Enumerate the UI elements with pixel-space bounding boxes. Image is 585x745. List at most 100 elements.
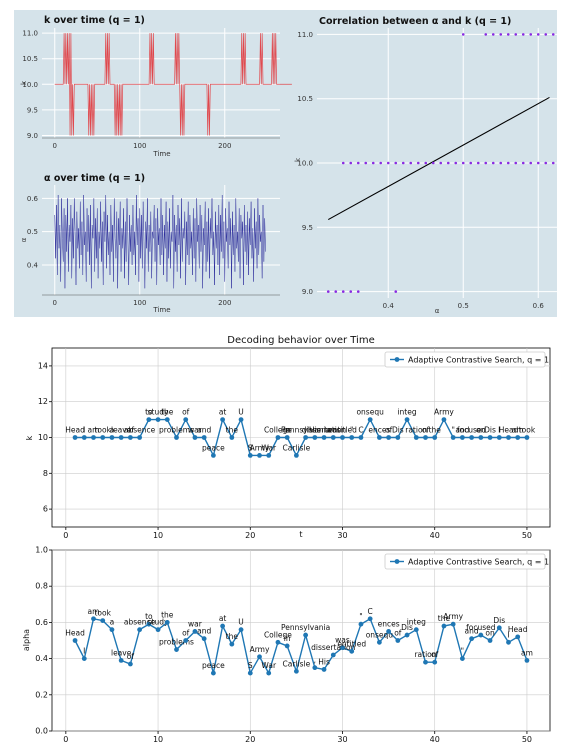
- alpha_decoding-word-label: ,: [314, 656, 316, 665]
- corr-point: [334, 290, 338, 293]
- alpha_time-ytick-label: 0.5: [27, 228, 38, 236]
- alpha_decoding-word-label: on: [485, 629, 495, 638]
- corr-point: [454, 161, 458, 165]
- k_decoding-word-label: Pennsylvania: [281, 426, 330, 435]
- alpha_decoding-point: [386, 629, 392, 634]
- corr-ytick-label: 9.5: [302, 224, 313, 232]
- alpha_decoding-frame: [51, 549, 551, 732]
- alpha_decoding-point: [459, 656, 465, 661]
- alpha_decoding-point: [367, 616, 373, 622]
- k_decoding-word-label: ": [451, 426, 454, 435]
- k_decoding-point: [349, 435, 355, 440]
- alpha_decoding-word-label: Dis: [493, 616, 505, 625]
- alpha_decoding-word-label: U: [238, 618, 244, 627]
- alpha_decoding-word-label: a: [110, 618, 115, 627]
- k_decoding-word-label: the: [161, 408, 174, 417]
- alpha_decoding-point: [100, 618, 106, 623]
- k-time-xlabel: Time: [152, 150, 170, 158]
- k_decoding-xtick-label: 10: [153, 531, 163, 540]
- alpha_decoding-point: [358, 621, 364, 627]
- k_decoding-point: [164, 417, 170, 422]
- k_decoding-point: [192, 435, 198, 440]
- corr-point: [379, 161, 383, 165]
- k_decoding-point: [386, 435, 392, 440]
- k_time-ytick-label: 9.0: [27, 132, 38, 140]
- k_time-ytick-label: 9.5: [27, 106, 38, 114]
- alpha_decoding-word-label: ": [359, 612, 362, 621]
- k_decoding-word-label: ration: [405, 426, 427, 435]
- corr-xtick-label: 0.6: [533, 302, 545, 310]
- corr-fit-line: [327, 96, 550, 221]
- k_decoding-point: [423, 435, 428, 440]
- k_decoding-point: [257, 453, 262, 458]
- k_decoding-point: [413, 435, 419, 440]
- alpha_decoding-word-label: S: [248, 661, 253, 670]
- k_decoding-word-label: in: [284, 426, 291, 435]
- corr-point: [424, 161, 428, 165]
- k_decoding-word-label: Carlisle: [283, 443, 311, 452]
- k_decoding-word-label: Army: [250, 443, 270, 452]
- alpha_decoding-xtick-label: 30: [337, 735, 347, 744]
- alpha_decoding-ytick-label: 0.4: [35, 654, 48, 663]
- corr-point: [326, 290, 330, 293]
- alpha_decoding-word-label: focused: [466, 623, 496, 632]
- alpha_decoding-word-label: am: [521, 648, 533, 657]
- alpha_decoding-word-label: College: [264, 630, 292, 639]
- k_decoding-point: [312, 435, 318, 440]
- corr-point: [536, 33, 540, 36]
- k_decoding-point: [340, 435, 345, 440]
- alpha_decoding-word-label: Pennsylvania: [281, 623, 330, 632]
- k_decoding-point: [238, 417, 244, 422]
- alpha_decoding-word-label: I: [83, 647, 85, 656]
- alpha_decoding-word-label: dissertation: [311, 643, 356, 652]
- corr-ytick-label: 10.0: [297, 160, 313, 168]
- k_decoding-word-label: of: [385, 426, 393, 435]
- corr-point: [356, 161, 360, 165]
- k_decoding-point: [127, 435, 133, 440]
- alpha_decoding-ytick-label: 1.0: [35, 546, 48, 555]
- k_decoding-point: [81, 435, 87, 440]
- alpha_time-ytick-label: 0.4: [27, 262, 39, 270]
- corr-point: [401, 161, 405, 165]
- alpha_decoding-point: [257, 654, 262, 660]
- k_decoding-point: [459, 435, 465, 440]
- alpha_decoding-word-label: of: [431, 650, 439, 659]
- alpha_decoding-word-label: the: [226, 632, 239, 641]
- alpha_decoding-word-label: leave: [111, 648, 132, 657]
- decoding-title: Decoding behavior over Time: [227, 335, 374, 346]
- k_decoding-word-label: leave: [111, 426, 132, 435]
- alpha_decoding-word-label: of: [182, 629, 190, 638]
- k_decoding-word-label: entitled: [328, 426, 357, 435]
- alpha_decoding-point: [413, 627, 419, 633]
- alpha_decoding-point: [275, 639, 281, 645]
- alpha_decoding-word-label: at: [219, 614, 227, 623]
- k_decoding-word-label: Dis: [484, 426, 496, 435]
- alpha_time-xtick-label: 200: [218, 299, 231, 307]
- corr-xtick-label: 0.4: [383, 302, 395, 310]
- alpha_decoding-point: [210, 670, 216, 676]
- alpha_decoding-point: [478, 632, 484, 638]
- k_decoding-point: [496, 435, 502, 440]
- alpha_decoding-point: [515, 634, 521, 640]
- alpha_decoding-point: [174, 647, 179, 652]
- alpha_time-series-line: [54, 194, 266, 289]
- k_decoding-word-label: ": [350, 426, 353, 435]
- k_decoding-word-label: peace: [202, 443, 225, 452]
- k_decoding-point: [404, 417, 410, 422]
- alpha_decoding-point: [127, 661, 133, 667]
- k_decoding-point: [109, 435, 115, 440]
- alpha_decoding-word-label: ences: [378, 619, 400, 628]
- alpha_decoding-ytick-label: 0.0: [35, 727, 48, 736]
- corr-point: [514, 161, 518, 165]
- k_decoding-legend-box: [384, 351, 546, 368]
- alpha_decoding-point: [506, 639, 511, 645]
- alpha_decoding-word-label: C: [368, 607, 373, 616]
- k_decoding-ytick-label: 10: [38, 433, 48, 442]
- k_decoding-ytick-label: 8: [43, 469, 48, 478]
- k_decoding-point: [367, 417, 373, 422]
- alpha_decoding-word-label: ": [461, 647, 464, 656]
- k_decoding-word-label: am: [88, 426, 100, 435]
- alpha_decoding-point: [229, 641, 235, 647]
- alpha_decoding-point: [137, 627, 143, 633]
- alpha_decoding-word-label: ration: [414, 650, 436, 659]
